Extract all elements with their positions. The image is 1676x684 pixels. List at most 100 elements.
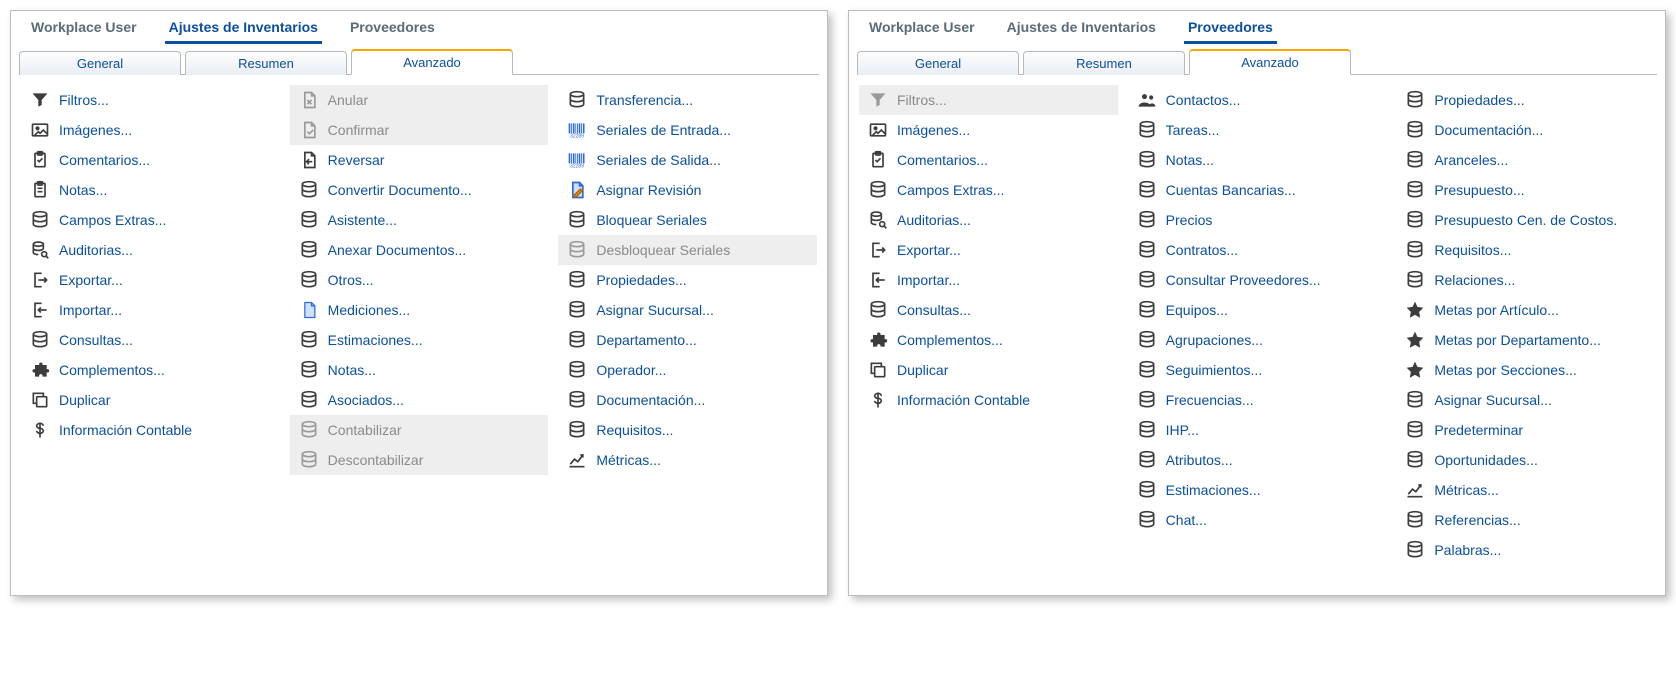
nav-tab[interactable]: Workplace User: [865, 19, 979, 44]
menu-item[interactable]: Referencias...: [1396, 505, 1655, 535]
menu-item[interactable]: Relaciones...: [1396, 265, 1655, 295]
menu-item[interactable]: Frecuencias...: [1128, 385, 1387, 415]
menu-item[interactable]: Documentación...: [1396, 115, 1655, 145]
nav-tab[interactable]: Ajustes de Inventarios: [1003, 19, 1160, 44]
menu-item[interactable]: Tareas...: [1128, 115, 1387, 145]
menu-item[interactable]: Métricas...: [1396, 475, 1655, 505]
menu-item[interactable]: Comentarios...: [859, 145, 1118, 175]
menu-item[interactable]: Metas por Secciones...: [1396, 355, 1655, 385]
menu-item[interactable]: Notas...: [21, 175, 280, 205]
menu-item[interactable]: Imágenes...: [859, 115, 1118, 145]
menu-item[interactable]: Bloquear Seriales: [558, 205, 817, 235]
menu-item[interactable]: Importar...: [859, 265, 1118, 295]
menu-item[interactable]: Asignar Revisión: [558, 175, 817, 205]
menu-item[interactable]: 32289Seriales de Entrada...: [558, 115, 817, 145]
menu-item[interactable]: IHP...: [1128, 415, 1387, 445]
menu-item[interactable]: Asistente...: [290, 205, 549, 235]
menu-item-label: Imágenes...: [897, 122, 970, 138]
menu-item[interactable]: Reversar: [290, 145, 549, 175]
menu-item[interactable]: Importar...: [21, 295, 280, 325]
menu-item[interactable]: Presupuesto Cen. de Costos.: [1396, 205, 1655, 235]
menu-item[interactable]: Estimaciones...: [1128, 475, 1387, 505]
menu-item-label: Notas...: [328, 362, 376, 378]
menu-item[interactable]: Consultas...: [21, 325, 280, 355]
menu-item-label: Desbloquear Seriales: [596, 242, 730, 258]
menu-item[interactable]: Otros...: [290, 265, 549, 295]
menu-item[interactable]: Asignar Sucursal...: [558, 295, 817, 325]
menu-item[interactable]: Notas...: [1128, 145, 1387, 175]
menu-item[interactable]: Documentación...: [558, 385, 817, 415]
menu-item[interactable]: Contratos...: [1128, 235, 1387, 265]
menu-item[interactable]: Atributos...: [1128, 445, 1387, 475]
menu-item[interactable]: Propiedades...: [558, 265, 817, 295]
star-icon: [1404, 300, 1426, 320]
db-icon: [1136, 150, 1158, 170]
nav-tab[interactable]: Workplace User: [27, 19, 141, 44]
menu-item[interactable]: Presupuesto...: [1396, 175, 1655, 205]
menu-item[interactable]: Imágenes...: [21, 115, 280, 145]
menu-item[interactable]: Asociados...: [290, 385, 549, 415]
menu-item[interactable]: Campos Extras...: [21, 205, 280, 235]
menu-item[interactable]: Exportar...: [859, 235, 1118, 265]
menu-item[interactable]: Duplicar: [21, 385, 280, 415]
menu-item[interactable]: Convertir Documento...: [290, 175, 549, 205]
menu-item-label: Contactos...: [1166, 92, 1241, 108]
menu-item-label: Propiedades...: [596, 272, 686, 288]
menu-item-label: Precios: [1166, 212, 1213, 228]
menu-item-label: Duplicar: [59, 392, 110, 408]
sub-tab[interactable]: Avanzado: [1189, 49, 1351, 75]
nav-tab[interactable]: Ajustes de Inventarios: [165, 19, 322, 44]
sub-tab[interactable]: Resumen: [1023, 51, 1185, 75]
menu-item[interactable]: Propiedades...: [1396, 85, 1655, 115]
menu-item[interactable]: Transferencia...: [558, 85, 817, 115]
menu-item[interactable]: Estimaciones...: [290, 325, 549, 355]
menu-item[interactable]: Complementos...: [21, 355, 280, 385]
menu-item[interactable]: Duplicar: [859, 355, 1118, 385]
sub-tab[interactable]: Avanzado: [351, 49, 513, 75]
menu-item[interactable]: Comentarios...: [21, 145, 280, 175]
menu-item[interactable]: Mediciones...: [290, 295, 549, 325]
menu-item[interactable]: Precios: [1128, 205, 1387, 235]
menu-item[interactable]: Filtros...: [21, 85, 280, 115]
menu-item[interactable]: Predeterminar: [1396, 415, 1655, 445]
menu-item[interactable]: Auditorias...: [21, 235, 280, 265]
nav-tab[interactable]: Proveedores: [346, 19, 439, 44]
menu-item[interactable]: Metas por Departamento...: [1396, 325, 1655, 355]
menu-item-label: Documentación...: [596, 392, 705, 408]
menu-item[interactable]: Auditorias...: [859, 205, 1118, 235]
menu-item[interactable]: Campos Extras...: [859, 175, 1118, 205]
menu-item[interactable]: Consultas...: [859, 295, 1118, 325]
menu-item[interactable]: Metas por Artículo...: [1396, 295, 1655, 325]
menu-item[interactable]: Notas...: [290, 355, 549, 385]
menu-item[interactable]: Información Contable: [21, 415, 280, 445]
menu-item[interactable]: Departamento...: [558, 325, 817, 355]
menu-item[interactable]: Cuentas Bancarias...: [1128, 175, 1387, 205]
menu-item[interactable]: Exportar...: [21, 265, 280, 295]
menu-item[interactable]: Consultar Proveedores...: [1128, 265, 1387, 295]
menu-item[interactable]: Equipos...: [1128, 295, 1387, 325]
sub-tab[interactable]: General: [19, 51, 181, 75]
menu-item[interactable]: Requisitos...: [558, 415, 817, 445]
sub-tab[interactable]: General: [857, 51, 1019, 75]
menu-item[interactable]: Seguimientos...: [1128, 355, 1387, 385]
menu-item[interactable]: Oportunidades...: [1396, 445, 1655, 475]
menu-item-label: Consultas...: [59, 332, 133, 348]
menu-item[interactable]: Complementos...: [859, 325, 1118, 355]
menu-item[interactable]: Información Contable: [859, 385, 1118, 415]
menu-item[interactable]: Anexar Documentos...: [290, 235, 549, 265]
menu-item[interactable]: Chat...: [1128, 505, 1387, 535]
db-icon: [1404, 210, 1426, 230]
nav-tab[interactable]: Proveedores: [1184, 19, 1277, 44]
menu-item-label: Seguimientos...: [1166, 362, 1263, 378]
menu-item[interactable]: Asignar Sucursal...: [1396, 385, 1655, 415]
menu-item[interactable]: Métricas...: [558, 445, 817, 475]
menu-item[interactable]: Contactos...: [1128, 85, 1387, 115]
menu-item[interactable]: Requisitos...: [1396, 235, 1655, 265]
menu-item[interactable]: Operador...: [558, 355, 817, 385]
sub-tab[interactable]: Resumen: [185, 51, 347, 75]
menu-item[interactable]: 32289Seriales de Salida...: [558, 145, 817, 175]
menu-item-label: Mediciones...: [328, 302, 410, 318]
menu-item[interactable]: Palabras...: [1396, 535, 1655, 565]
menu-item[interactable]: Aranceles...: [1396, 145, 1655, 175]
menu-item[interactable]: Agrupaciones...: [1128, 325, 1387, 355]
